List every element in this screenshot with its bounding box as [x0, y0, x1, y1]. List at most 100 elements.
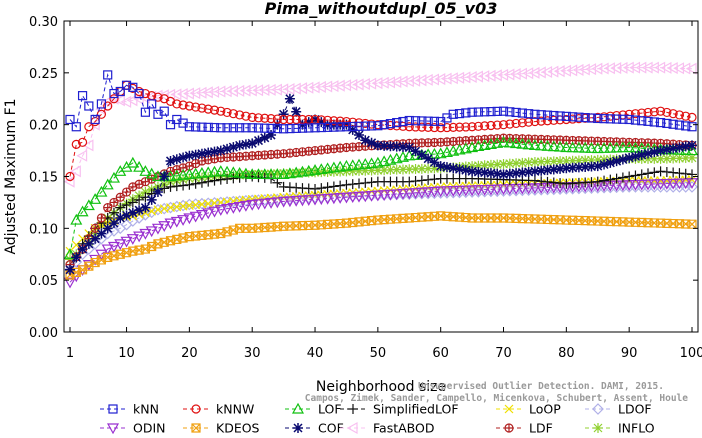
- data-point: [686, 181, 698, 193]
- data-point: [191, 122, 201, 132]
- data-point: [335, 180, 346, 191]
- data-point: [359, 158, 372, 169]
- data-point: [322, 122, 333, 132]
- data-point: [611, 156, 622, 167]
- data-point: [216, 106, 226, 116]
- data-point: [366, 137, 377, 148]
- data-point: [580, 155, 591, 166]
- data-point: [279, 114, 289, 125]
- legend-marker: [291, 402, 305, 414]
- data-point: [107, 241, 120, 253]
- legend-marker: [293, 423, 303, 433]
- data-point: [266, 130, 277, 141]
- data-point: [486, 120, 496, 131]
- data-point: [184, 179, 195, 190]
- data-point: [128, 82, 138, 92]
- data-point: [346, 192, 359, 204]
- data-point: [517, 157, 528, 168]
- data-point: [687, 122, 697, 132]
- legend-item-knn: kNN: [100, 402, 159, 417]
- x-axis-label: Neighborhood size: [316, 379, 446, 395]
- data-point: [296, 165, 309, 177]
- data-point: [465, 70, 477, 83]
- data-point: [467, 122, 477, 132]
- data-point: [209, 175, 220, 186]
- data-point: [687, 140, 697, 151]
- data-point: [448, 109, 458, 119]
- data-point: [178, 100, 188, 110]
- data-point: [385, 141, 396, 152]
- data-point: [202, 208, 215, 220]
- data-point: [221, 165, 234, 177]
- data-point: [158, 221, 171, 232]
- data-point: [655, 117, 666, 128]
- data-point: [316, 117, 327, 128]
- data-point: [509, 68, 521, 81]
- data-point: [649, 153, 660, 164]
- data-point: [76, 205, 89, 217]
- data-point: [90, 223, 100, 233]
- data-point: [102, 223, 113, 234]
- data-point: [561, 111, 571, 121]
- data-point: [523, 157, 534, 168]
- data-point: [347, 179, 358, 190]
- legend-label: kNN: [133, 402, 159, 417]
- data-point: [302, 164, 315, 176]
- legend-item-simplifiedlof: SimplifiedLOF: [340, 402, 459, 417]
- data-point: [649, 147, 660, 158]
- data-point: [334, 193, 347, 204]
- data-point: [227, 85, 238, 98]
- data-point: [291, 114, 301, 125]
- data-point: [360, 165, 371, 176]
- data-point: [241, 111, 251, 121]
- legend-label: SimplifiedLOF: [373, 402, 459, 417]
- data-point: [491, 184, 504, 196]
- data-point: [245, 84, 257, 97]
- data-point: [434, 186, 447, 198]
- data-point: [503, 136, 516, 148]
- data-point: [655, 106, 666, 116]
- data-point: [340, 159, 353, 171]
- data-point: [121, 210, 132, 221]
- series-line: [69, 73, 693, 130]
- data-point: [309, 194, 322, 206]
- data-point: [528, 139, 541, 150]
- data-point: [178, 152, 189, 163]
- data-point: [170, 169, 183, 181]
- data-point: [354, 165, 365, 176]
- data-point: [77, 137, 88, 147]
- data-point: [555, 156, 566, 167]
- data-point: [591, 62, 603, 75]
- data-point: [321, 193, 334, 205]
- data-point: [228, 173, 239, 184]
- data-point: [170, 88, 182, 101]
- data-point: [239, 84, 251, 97]
- data-point: [127, 207, 138, 218]
- data-point: [505, 107, 515, 117]
- data-point: [643, 148, 654, 159]
- data-point: [90, 114, 100, 125]
- data-point: [679, 62, 691, 75]
- data-point: [542, 110, 553, 120]
- data-point: [209, 105, 220, 115]
- data-point: [404, 115, 414, 126]
- data-point: [648, 179, 661, 191]
- data-point: [511, 107, 521, 118]
- data-point: [271, 83, 282, 96]
- data-point: [567, 155, 578, 166]
- data-point: [529, 156, 540, 167]
- data-point: [283, 82, 295, 96]
- data-point: [134, 205, 145, 216]
- series-line: [69, 67, 693, 182]
- data-point: [649, 117, 659, 127]
- data-point: [322, 166, 333, 177]
- data-point: [415, 187, 428, 199]
- legend-item-loop: LoOP: [496, 402, 561, 417]
- data-point: [560, 64, 571, 77]
- data-point: [616, 141, 629, 153]
- data-point: [372, 165, 383, 176]
- data-point: [547, 65, 559, 78]
- data-point: [580, 161, 591, 172]
- data-point: [302, 81, 314, 94]
- data-point: [410, 122, 421, 132]
